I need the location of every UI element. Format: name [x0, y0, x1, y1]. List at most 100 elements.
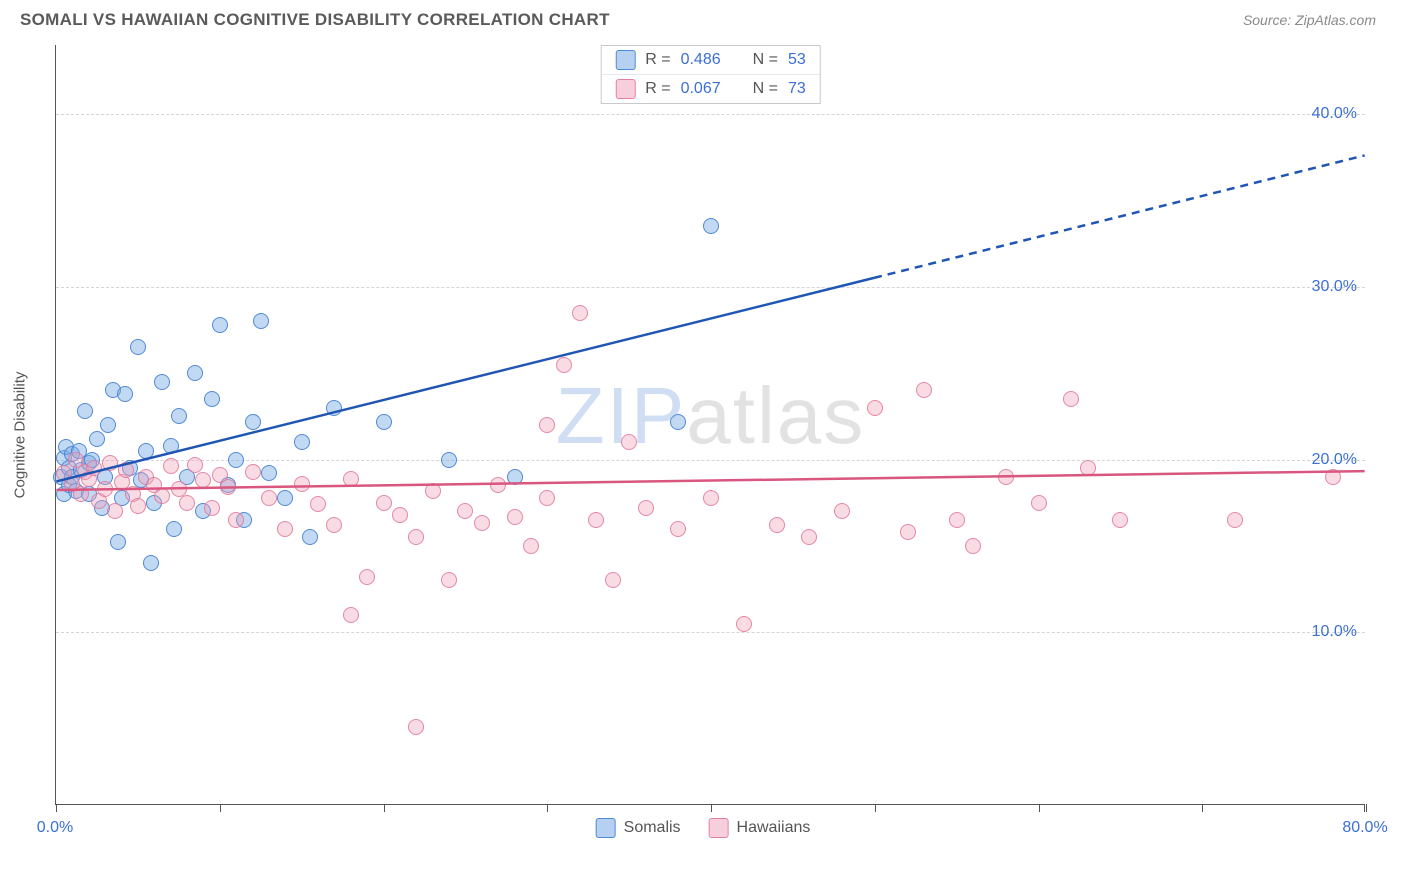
chart-container: Cognitive Disability ZIPatlas R = 0.486 … — [20, 35, 1386, 835]
data-point — [1112, 512, 1128, 528]
data-point — [195, 472, 211, 488]
data-point — [110, 534, 126, 550]
data-point — [86, 460, 102, 476]
data-point — [163, 458, 179, 474]
data-point — [245, 464, 261, 480]
gridline — [56, 287, 1365, 288]
y-tick-label: 20.0% — [1312, 451, 1357, 469]
data-point — [253, 313, 269, 329]
x-tick — [384, 804, 385, 812]
data-point — [523, 538, 539, 554]
data-point — [572, 305, 588, 321]
x-tick — [547, 804, 548, 812]
x-tick-label: 0.0% — [37, 819, 73, 837]
data-point — [1031, 495, 1047, 511]
gridline — [56, 632, 1365, 633]
data-point — [89, 431, 105, 447]
data-point — [310, 496, 326, 512]
data-point — [736, 616, 752, 632]
swatch-pink-icon — [709, 818, 729, 838]
watermark-atlas: atlas — [686, 370, 865, 459]
data-point — [1080, 460, 1096, 476]
data-point — [605, 572, 621, 588]
data-point — [588, 512, 604, 528]
legend-item-hawaiians: Hawaiians — [709, 818, 811, 838]
x-tick — [1202, 804, 1203, 812]
data-point — [302, 529, 318, 545]
data-point — [1325, 469, 1341, 485]
data-point — [187, 457, 203, 473]
chart-title: SOMALI VS HAWAIIAN COGNITIVE DISABILITY … — [20, 10, 610, 30]
data-point — [117, 386, 133, 402]
y-tick-label: 30.0% — [1312, 278, 1357, 296]
data-point — [212, 317, 228, 333]
axis-right-tick — [1364, 804, 1365, 812]
legend-label-somalis: Somalis — [624, 819, 681, 837]
y-tick-label: 10.0% — [1312, 623, 1357, 641]
data-point — [343, 471, 359, 487]
data-point — [100, 417, 116, 433]
data-point — [769, 517, 785, 533]
data-point — [900, 524, 916, 540]
data-point — [228, 512, 244, 528]
swatch-blue-icon — [596, 818, 616, 838]
data-point — [916, 382, 932, 398]
swatch-pink-icon — [615, 79, 635, 99]
x-tick — [711, 804, 712, 812]
data-point — [277, 521, 293, 537]
plot-area: ZIPatlas R = 0.486 N = 53 R = 0.067 N = … — [55, 45, 1365, 805]
data-point — [703, 218, 719, 234]
x-tick-label: 80.0% — [1342, 819, 1387, 837]
data-point — [638, 500, 654, 516]
watermark: ZIPatlas — [556, 369, 865, 461]
data-point — [130, 339, 146, 355]
data-point — [457, 503, 473, 519]
data-point — [204, 391, 220, 407]
n-value-hawaiians: 73 — [788, 80, 806, 98]
data-point — [154, 374, 170, 390]
data-point — [228, 452, 244, 468]
data-point — [376, 414, 392, 430]
r-value-somalis: 0.486 — [681, 51, 721, 69]
stats-row-hawaiians: R = 0.067 N = 73 — [601, 74, 820, 103]
data-point — [166, 521, 182, 537]
data-point — [441, 572, 457, 588]
series-legend: Somalis Hawaiians — [596, 815, 811, 841]
data-point — [507, 509, 523, 525]
data-point — [326, 400, 342, 416]
data-point — [1063, 391, 1079, 407]
gridline — [56, 460, 1365, 461]
r-label: R = — [645, 51, 670, 69]
chart-header: SOMALI VS HAWAIIAN COGNITIVE DISABILITY … — [0, 0, 1406, 35]
n-value-somalis: 53 — [788, 51, 806, 69]
x-tick — [875, 804, 876, 812]
legend-item-somalis: Somalis — [596, 818, 681, 838]
n-label: N = — [753, 80, 778, 98]
data-point — [801, 529, 817, 545]
data-point — [179, 495, 195, 511]
data-point — [118, 462, 134, 478]
regression-line — [56, 278, 874, 482]
x-tick — [56, 804, 57, 812]
data-point — [556, 357, 572, 373]
data-point — [138, 443, 154, 459]
stats-row-somalis: R = 0.486 N = 53 — [601, 46, 820, 74]
data-point — [376, 495, 392, 511]
regression-line-dashed — [874, 155, 1365, 277]
data-point — [392, 507, 408, 523]
legend-label-hawaiians: Hawaiians — [737, 819, 811, 837]
data-point — [326, 517, 342, 533]
data-point — [245, 414, 261, 430]
x-tick — [1366, 804, 1367, 812]
x-tick — [220, 804, 221, 812]
stats-legend: R = 0.486 N = 53 R = 0.067 N = 73 — [600, 45, 821, 104]
y-axis-label: Cognitive Disability — [12, 372, 29, 499]
data-point — [102, 455, 118, 471]
data-point — [277, 490, 293, 506]
data-point — [670, 414, 686, 430]
data-point — [143, 555, 159, 571]
data-point — [343, 607, 359, 623]
data-point — [97, 481, 113, 497]
data-point — [261, 465, 277, 481]
x-tick — [1039, 804, 1040, 812]
